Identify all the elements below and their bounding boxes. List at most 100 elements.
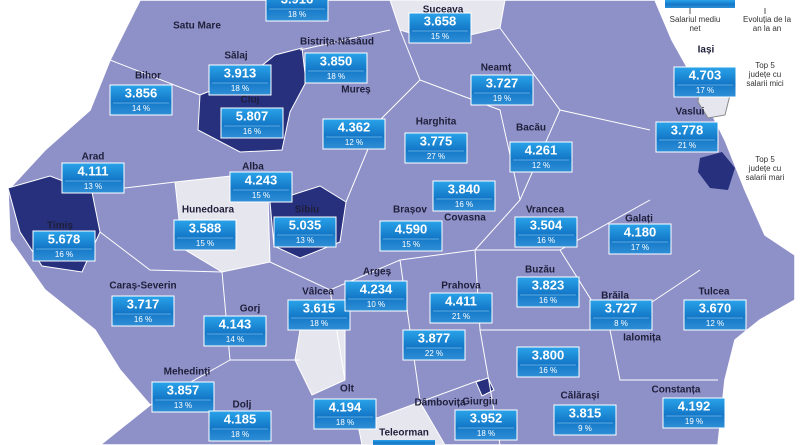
legend-label: Evoluția de la an la an [743, 15, 792, 33]
value-box: 3.727 19 % [470, 74, 534, 106]
growth-value: 16 % [455, 200, 473, 209]
value-box: 5.035 13 % [273, 216, 337, 248]
value-box-bg [379, 220, 443, 252]
growth-value: 18 % [336, 418, 354, 427]
growth-value: 18 % [477, 429, 495, 438]
county-name: Ialomița [623, 333, 661, 344]
salary-value: 4.185 [224, 411, 257, 426]
value-box-bg [151, 381, 215, 413]
salary-value: 3.800 [532, 347, 565, 362]
salary-value: 3.615 [303, 300, 336, 315]
legend-label: Salariul mediu net [670, 15, 721, 33]
value-box-bg [662, 397, 726, 429]
value-box: 3.615 18 % [287, 299, 351, 331]
growth-value: 19 % [493, 94, 511, 103]
salary-value: 3.952 [470, 410, 503, 425]
growth-value: 16 % [134, 315, 152, 324]
salary-value: 3.850 [320, 53, 353, 68]
growth-value: 18 % [288, 10, 306, 19]
county-name: Vaslui [676, 107, 705, 118]
growth-value: 15 % [252, 191, 270, 200]
growth-value: 12 % [345, 138, 363, 147]
growth-value: 21 % [452, 312, 470, 321]
salary-value: 3.727 [486, 75, 519, 90]
value-box-bg [229, 171, 293, 203]
value-box: 3.778 21 % [655, 121, 719, 153]
salary-value: 4.194 [329, 399, 362, 414]
value-box-bg [454, 409, 518, 441]
value-box-bg [313, 398, 377, 430]
value-box: 4.362 12 % [322, 118, 386, 150]
county-name: Satu Mare [173, 21, 221, 32]
value-box: 4.261 12 % [509, 141, 573, 173]
county-name: Suceava [423, 5, 464, 16]
salary-value: 3.727 [605, 300, 638, 315]
value-box-bg [304, 52, 368, 84]
value-box-bg [408, 12, 472, 44]
value-box: 3.916 18 % [265, 0, 329, 22]
light-county [357, 401, 446, 445]
value-box-bg [470, 74, 534, 106]
value-box: 4.185 18 % [208, 410, 272, 442]
county-name: Brașov [393, 205, 427, 216]
growth-value: 16 % [537, 236, 555, 245]
value-box-bg [514, 216, 578, 248]
growth-value: 14 % [226, 335, 244, 344]
value-box-bg [111, 295, 175, 327]
growth-value: 15 % [402, 240, 420, 249]
value-box: 4.590 15 % [379, 220, 443, 252]
value-box: 3.670 12 % [683, 299, 747, 331]
salary-value: 3.670 [699, 300, 732, 315]
salary-value: 4.143 [219, 316, 252, 331]
growth-value: 18 % [231, 84, 249, 93]
value-box-bg [404, 132, 468, 164]
growth-value: 22 % [425, 349, 443, 358]
value-box: 3.658 15 % [408, 12, 472, 44]
salary-value: 4.192 [678, 398, 711, 413]
growth-value: 17 % [631, 243, 649, 252]
county-name: Olt [340, 384, 355, 395]
value-box-bg [432, 180, 496, 212]
growth-value: 16 % [243, 127, 261, 136]
growth-value: 14 % [132, 104, 150, 113]
value-box-bg [516, 346, 580, 378]
growth-value: 16 % [55, 250, 73, 259]
value-box-bg [516, 276, 580, 308]
value-box: 4.243 15 % [229, 171, 293, 203]
growth-value: 12 % [706, 319, 724, 328]
county-name: Prahova [441, 281, 481, 292]
value-box-bg [344, 280, 408, 312]
salary-value: 3.856 [125, 85, 158, 100]
value-box-bg [608, 223, 672, 255]
value-box: 4.411 21 % [429, 292, 493, 324]
county-name: Vâlcea [302, 287, 334, 298]
value-box-bg [373, 440, 435, 445]
salary-value: 3.588 [189, 220, 222, 235]
salary-value: 3.778 [671, 122, 704, 137]
value-box: 5.678 16 % [32, 230, 96, 262]
value-box: 3.877 22 % [402, 329, 466, 361]
value-box-bg [109, 84, 173, 116]
value-box: 3.840 16 % [432, 180, 496, 212]
county-name: Teleorman [379, 428, 429, 439]
county-name: Vrancea [526, 205, 565, 216]
county-name: Sălaj [224, 51, 248, 62]
salary-value: 3.857 [167, 382, 200, 397]
growth-value: 10 % [367, 300, 385, 309]
growth-value: 13 % [84, 182, 102, 191]
county-name: Mureș [341, 85, 371, 96]
growth-value: 12 % [532, 161, 550, 170]
salary-value: 4.362 [338, 119, 371, 134]
salary-value: 4.703 [689, 67, 722, 82]
value-box-bg [429, 292, 493, 324]
value-box: 4.194 18 % [313, 398, 377, 430]
value-box: 3.717 16 % [111, 295, 175, 327]
salary-value: 3.877 [418, 330, 451, 345]
salary-value: 3.913 [224, 65, 257, 80]
county-name: Argeș [363, 267, 392, 278]
value-box: 5.807 16 % [220, 107, 284, 139]
salary-value: 3.504 [530, 217, 563, 232]
salary-value: 3.775 [420, 133, 453, 148]
value-box: 3.952 18 % [454, 409, 518, 441]
value-box-bg [220, 107, 284, 139]
